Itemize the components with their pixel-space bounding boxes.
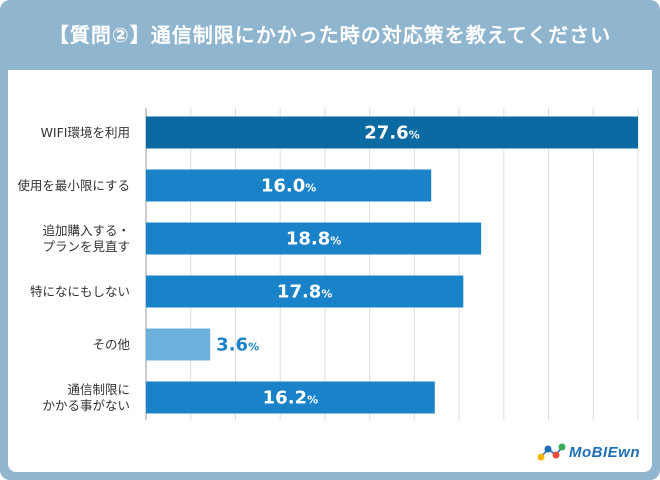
bar-value-label: 17.8% — [277, 282, 332, 303]
molecule-dots-icon — [537, 443, 566, 461]
chart-panel: 27.6% 16.0% 18.8% 17.8% 3.6% 16.2% WIFI環境を利用使… — [8, 70, 652, 472]
bar — [146, 381, 435, 414]
bar-chart: 27.6% 16.0% 18.8% 17.8% 3.6% 16.2% — [145, 108, 639, 420]
category-label: WIFI環境を利用 — [40, 124, 130, 140]
category-label: 使用を最小限にする — [17, 177, 130, 193]
mobiewn-logo: MoBIEwn — [536, 438, 640, 466]
bar-value-label: 27.6% — [364, 123, 419, 144]
category-label: 通信制限に かかる事がない — [42, 381, 130, 413]
bar-value-label: 18.8% — [286, 229, 341, 250]
logo-text: MoBIEwn — [569, 443, 640, 461]
bar — [146, 222, 482, 255]
bar-value-label: 3.6% — [216, 335, 259, 356]
bar-value-label: 16.2% — [263, 388, 318, 409]
chart-title: 【質問②】通信制限にかかった時の対応策を教えてください — [48, 22, 612, 47]
category-label: 追加購入する・ プランを見直す — [42, 222, 130, 254]
bar — [146, 328, 211, 361]
category-label: 特になにもしない — [29, 283, 130, 299]
bar — [146, 116, 638, 149]
category-label: その他 — [92, 336, 130, 352]
bar — [146, 275, 464, 308]
bar-value-label: 16.0% — [261, 176, 316, 197]
bar — [146, 169, 432, 202]
